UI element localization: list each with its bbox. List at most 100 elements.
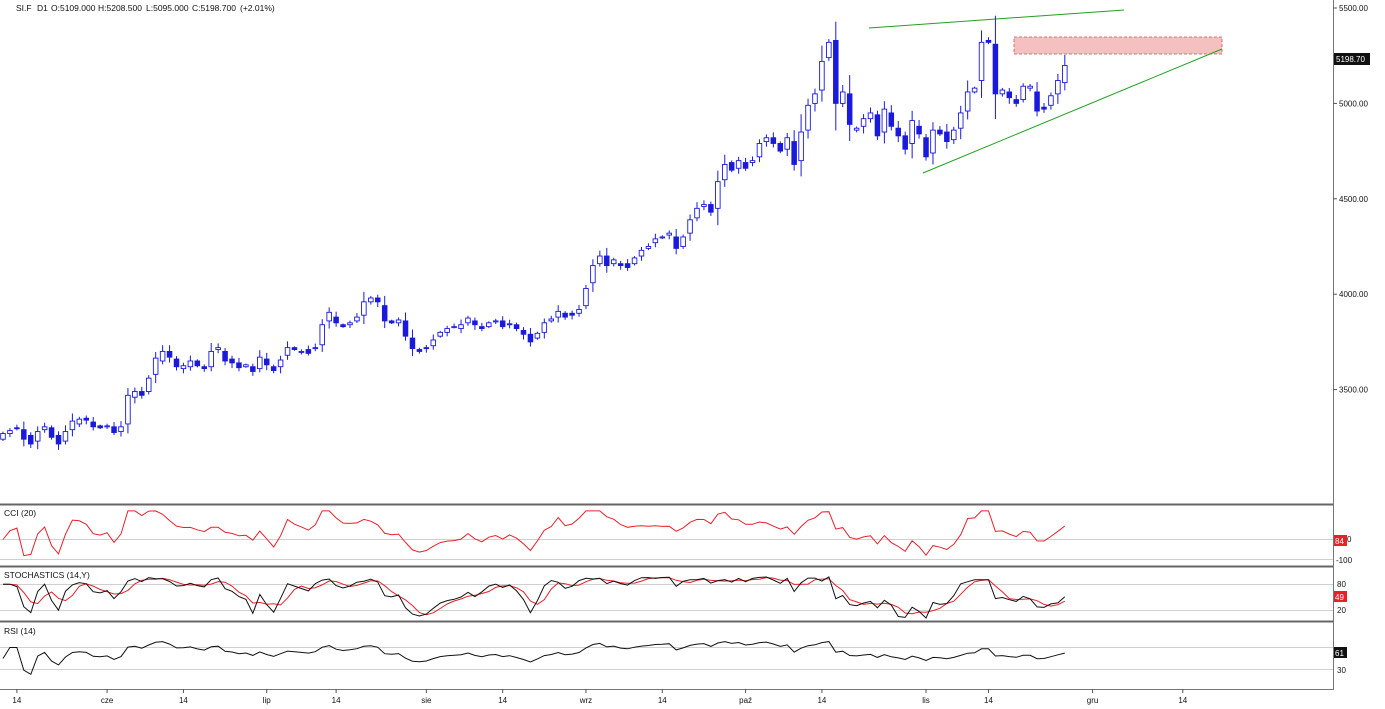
candle-bullish — [694, 207, 700, 219]
trend-lines — [868, 9, 1223, 174]
candlestick-series — [0, 15, 1068, 450]
candle-bullish — [687, 219, 693, 234]
candle-bearish — [381, 305, 388, 322]
price-tick-label: 5000.00 — [1339, 99, 1368, 108]
candle-bullish — [298, 350, 305, 353]
candle-bullish — [645, 246, 652, 249]
candle-bullish — [819, 60, 825, 91]
candle-bearish — [624, 263, 631, 268]
candle-bullish — [145, 377, 152, 392]
candle-bearish — [1013, 99, 1019, 104]
candle-bearish — [416, 349, 423, 352]
candle-bearish — [728, 162, 735, 171]
candle-bullish — [257, 356, 263, 370]
candle-bearish — [270, 366, 277, 371]
candle-bullish — [652, 238, 659, 244]
candle-bearish — [520, 330, 527, 335]
candle-bullish — [492, 320, 499, 323]
candle-bearish — [604, 255, 610, 267]
candle-bullish — [756, 143, 763, 158]
time-tick-label: 14 — [332, 696, 341, 705]
candle-bullish — [930, 129, 936, 154]
candle-bearish — [340, 324, 346, 328]
candle-bearish — [409, 337, 416, 350]
candle-bearish — [895, 127, 902, 137]
candle-bearish — [742, 162, 749, 169]
candle-bullish — [277, 359, 284, 368]
candle-bullish — [701, 204, 707, 207]
candle-bullish — [749, 160, 756, 163]
time-tick-label: sie — [421, 696, 432, 705]
candle-bullish — [590, 265, 596, 284]
candle-bullish — [659, 236, 666, 239]
candle-bearish — [569, 312, 575, 316]
candle-bullish — [881, 108, 888, 133]
candle-bearish — [90, 421, 96, 428]
candle-bullish — [215, 347, 221, 350]
candle-bullish — [180, 365, 187, 370]
price-tick-label: 4500.00 — [1339, 195, 1368, 204]
high-value: H:5208.500 — [98, 3, 142, 13]
candle-bullish — [437, 331, 443, 337]
time-tick-label: 14 — [658, 696, 667, 705]
stoch-title: STOCHASTICS (14,Y) — [4, 570, 90, 580]
candle-bullish — [132, 391, 138, 398]
candle-bullish — [576, 309, 582, 314]
cci-value-badge: 84 — [1335, 537, 1344, 546]
change-value: (+2.01%) — [240, 3, 275, 13]
candle-bullish — [284, 347, 291, 356]
candle-bullish — [999, 89, 1006, 95]
candle-bearish — [291, 347, 298, 350]
rsi-line — [2, 641, 1065, 676]
candle-bullish — [735, 160, 742, 169]
candle-bearish — [708, 204, 714, 213]
indicator-gridlines — [0, 539, 1333, 670]
candle-bullish — [798, 131, 804, 162]
candle-bullish — [826, 41, 832, 59]
candle-bearish — [527, 333, 534, 343]
candle-bullish — [957, 112, 964, 129]
candle-bullish — [951, 129, 957, 141]
candle-bullish — [361, 301, 367, 316]
candle-bullish — [1062, 65, 1068, 84]
lower-trend-line — [922, 48, 1223, 174]
candle-bearish — [48, 427, 55, 438]
candle-bullish — [555, 310, 561, 318]
candle-bullish — [610, 259, 617, 265]
price-tick-label: 3500.00 — [1339, 386, 1368, 395]
candle-bullish — [506, 323, 513, 326]
stoch-tick-20: 20 — [1337, 606, 1346, 615]
candle-bearish — [201, 366, 208, 370]
cci-title: CCI (20) — [4, 508, 36, 518]
candle-bearish — [111, 426, 117, 433]
resistance-zone — [1013, 36, 1223, 55]
candle-bullish — [152, 357, 159, 375]
candle-bearish — [229, 358, 235, 364]
candle-bearish — [250, 366, 256, 372]
symbol-label: SI.F — [16, 3, 32, 13]
candle-bullish — [812, 93, 818, 104]
candle-bullish — [430, 339, 437, 347]
candle-bullish — [465, 317, 471, 324]
candle-bearish — [388, 320, 395, 324]
chart-frame — [0, 0, 1334, 690]
candle-bullish — [583, 288, 589, 307]
candle-bearish — [222, 350, 228, 362]
candle-bearish — [263, 358, 270, 366]
candle-bearish — [173, 358, 180, 368]
cci-tick-minus100: -100 — [1336, 556, 1353, 565]
candle-bearish — [14, 427, 20, 430]
chart-header: SI.F D1 O:5109.000 H:5208.500 L:5095.000… — [16, 3, 275, 13]
time-tick-label: cze — [101, 696, 114, 705]
candle-bullish — [159, 350, 166, 362]
price-tick-label: 4000.00 — [1339, 290, 1368, 299]
candle-bullish — [805, 104, 811, 131]
candle-bearish — [944, 131, 950, 143]
candle-bullish — [867, 112, 874, 120]
stoch-d-line — [3, 577, 1066, 616]
candle-bullish — [354, 316, 360, 322]
time-tick-label: 14 — [12, 696, 21, 705]
candle-bearish — [673, 236, 679, 249]
candle-bullish — [326, 311, 332, 322]
